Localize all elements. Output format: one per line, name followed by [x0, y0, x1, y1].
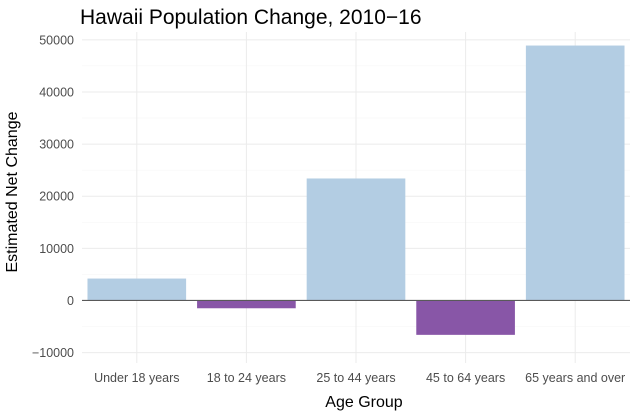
bar: [416, 300, 515, 335]
y-tick-label: 20000: [39, 190, 74, 204]
bar: [197, 300, 296, 309]
chart-title: Hawaii Population Change, 2010−16: [80, 6, 422, 29]
y-tick-label: 50000: [39, 33, 74, 47]
x-tick-label: 18 to 24 years: [207, 371, 286, 385]
y-tick-label: 0: [67, 294, 74, 308]
bar: [87, 278, 187, 301]
bar: [525, 45, 625, 301]
x-tick-label: 25 to 44 years: [316, 371, 395, 385]
y-tick-labels: −10000 0 10000 20000 30000 40000 50000: [32, 33, 74, 360]
x-tick-label: 65 years and over: [525, 371, 625, 385]
bar: [306, 178, 406, 301]
y-tick-label: 40000: [39, 85, 74, 99]
x-axis-title: Age Group: [325, 394, 402, 411]
y-axis-title: Estimated Net Change: [4, 111, 21, 272]
bars: [87, 45, 625, 335]
y-tick-label: −10000: [32, 346, 74, 360]
y-tick-label: 10000: [39, 242, 74, 256]
y-tick-label: 30000: [39, 138, 74, 152]
x-tick-label: 45 to 64 years: [426, 371, 505, 385]
x-tick-labels: Under 18 years 18 to 24 years 25 to 44 yea…: [94, 371, 625, 385]
x-tick-label: Under 18 years: [94, 371, 179, 385]
